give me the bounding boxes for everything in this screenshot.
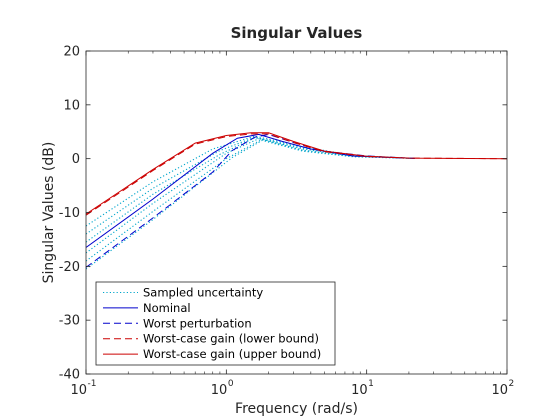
legend-entry-label: Sampled uncertainty [143, 286, 263, 300]
x-axis-label: Frequency (rad/s) [235, 401, 358, 417]
y-axis-label: Singular Values (dB) [41, 142, 57, 284]
x-tick-label-exponent: 0 [228, 379, 234, 389]
y-tick-label: -40 [59, 368, 80, 383]
legend-box [95, 281, 336, 366]
series-line-8 [86, 133, 415, 268]
y-tick-label: 10 [63, 98, 80, 113]
x-tick-label-base: 10 [351, 383, 368, 398]
x-tick-label-base: 10 [211, 383, 228, 398]
x-tick-label-base: 10 [70, 383, 87, 398]
y-tick-label: 0 [72, 152, 80, 167]
series-layer [86, 132, 507, 270]
legend-entry-label: Worst-case gain (lower bound) [143, 332, 319, 346]
x-tick-label-exponent: 2 [509, 379, 515, 389]
legend-entry-label: Worst-case gain (upper bound) [143, 347, 321, 361]
y-tick-label: -30 [59, 314, 80, 329]
legend-entry-label: Nominal [143, 301, 191, 315]
y-tick-label: -20 [59, 260, 80, 275]
series-line-5 [86, 138, 415, 262]
legend-entry-label: Worst perturbation [143, 316, 252, 330]
series-line-4 [86, 138, 415, 254]
x-tick-label-exponent: -1 [88, 379, 97, 389]
x-tick-label-exponent: 1 [368, 379, 374, 389]
y-tick-label: -10 [59, 206, 80, 221]
series-line-3 [86, 137, 415, 243]
y-tick-label: 20 [63, 45, 80, 60]
series-line-6 [86, 139, 415, 270]
chart-title: Singular Values [231, 24, 363, 42]
x-tick-label-base: 10 [491, 383, 508, 398]
series-line-10 [86, 132, 507, 215]
